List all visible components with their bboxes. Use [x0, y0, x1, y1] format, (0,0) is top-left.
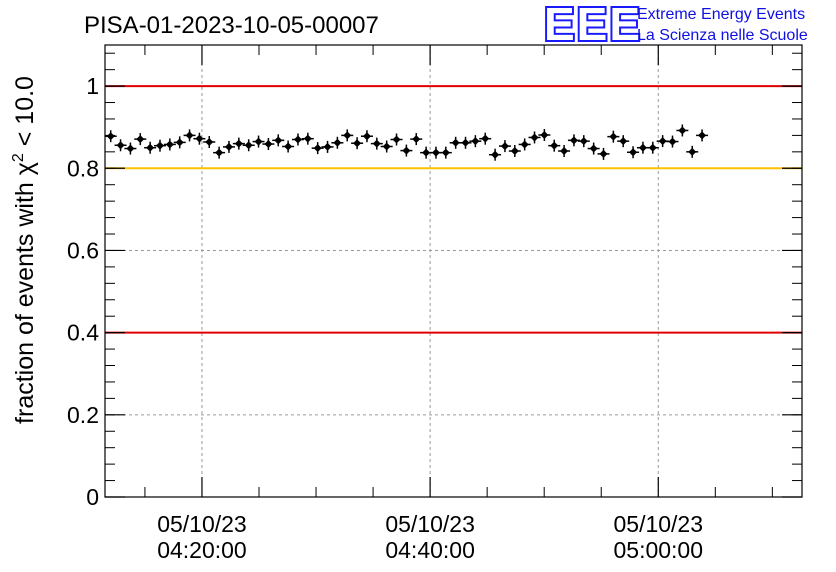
- data-point: [479, 132, 492, 145]
- data-point: [370, 137, 383, 150]
- x-tick-date: 05/10/23: [613, 511, 703, 537]
- y-axis-label: fraction of events with χ2 < 10.0: [10, 76, 39, 424]
- data-point: [193, 132, 206, 145]
- data-point: [587, 142, 600, 155]
- data-point: [498, 140, 511, 153]
- data-point: [400, 144, 413, 157]
- eee-logo: EEE Extreme Energy Events La Scienza nel…: [542, 0, 808, 52]
- data-point: [489, 148, 502, 161]
- data-point: [686, 145, 699, 158]
- y-tick-label: 1: [86, 73, 99, 99]
- data-point: [203, 135, 216, 148]
- data-point: [144, 141, 157, 154]
- y-tick-label: 0.2: [67, 402, 99, 428]
- logo-line-1: Extreme Energy Events: [637, 6, 805, 23]
- data-point: [607, 130, 620, 143]
- data-point: [528, 131, 541, 144]
- data-point: [114, 139, 127, 152]
- data-point: [341, 129, 354, 142]
- data-point: [104, 130, 117, 143]
- data-point: [213, 146, 226, 159]
- y-axis: 0 0.2 0.4 0.6 0.8 1: [67, 52, 802, 510]
- data-point: [291, 133, 304, 146]
- data-point: [459, 136, 472, 149]
- data-point: [232, 137, 245, 150]
- data-point: [153, 139, 166, 152]
- data-point: [410, 133, 423, 146]
- x-tick-time: 04:20:00: [157, 537, 247, 563]
- data-points: [104, 124, 709, 161]
- y-tick-label: 0: [86, 484, 99, 510]
- data-point: [567, 134, 580, 147]
- data-point: [183, 129, 196, 142]
- data-point: [282, 140, 295, 153]
- data-point: [173, 136, 186, 149]
- data-point: [124, 142, 137, 155]
- data-point: [548, 139, 561, 152]
- data-point: [518, 138, 531, 151]
- x-tick-time: 04:40:00: [385, 537, 475, 563]
- data-point: [617, 135, 630, 148]
- data-point: [696, 129, 709, 142]
- data-point: [252, 135, 265, 148]
- data-point: [301, 132, 314, 145]
- y-tick-label: 0.6: [67, 237, 99, 263]
- data-point: [272, 134, 285, 147]
- data-point: [262, 138, 275, 151]
- plot-background: [105, 45, 802, 497]
- data-point: [321, 140, 334, 153]
- data-point: [331, 136, 344, 149]
- x-tick-time: 05:00:00: [613, 537, 703, 563]
- data-point: [597, 147, 610, 160]
- reference-lines: [105, 85, 802, 334]
- data-point: [469, 135, 482, 148]
- plot-frame: [104, 44, 803, 498]
- data-point: [558, 145, 571, 158]
- logo-line-2: La Scienza nelle Scuole: [637, 27, 808, 44]
- data-point: [222, 140, 235, 153]
- data-point: [676, 124, 689, 137]
- data-point: [163, 138, 176, 151]
- data-point: [390, 133, 403, 146]
- data-point: [351, 137, 364, 150]
- data-point: [538, 128, 551, 141]
- data-point: [508, 145, 521, 158]
- data-point: [439, 146, 452, 159]
- x-tick-date: 05/10/23: [385, 511, 475, 537]
- data-point: [134, 133, 147, 146]
- data-point: [646, 141, 659, 154]
- x-tick-date: 05/10/23: [157, 511, 247, 537]
- data-point: [360, 130, 373, 143]
- data-point: [380, 140, 393, 153]
- data-point: [311, 142, 324, 155]
- logo-mark: EEE: [544, 0, 642, 50]
- data-point: [242, 139, 255, 152]
- data-point: [666, 135, 679, 148]
- y-tick-label: 0.4: [67, 320, 99, 346]
- x-axis: 05/10/2304:20:0005/10/2304:40:0005/10/23…: [144, 45, 773, 563]
- data-point: [577, 135, 590, 148]
- y-tick-label: 0.8: [67, 155, 99, 181]
- data-point: [627, 146, 640, 159]
- data-point: [656, 135, 669, 148]
- chart-title: PISA-01-2023-10-05-00007: [84, 12, 379, 39]
